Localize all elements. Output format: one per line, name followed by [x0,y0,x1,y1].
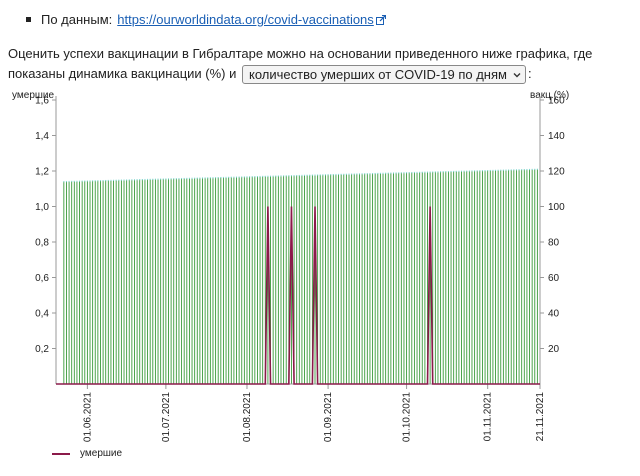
x-tick-label: 01.08.2021 [242,392,253,442]
right-tick-label: 140 [548,131,565,142]
x-tick-label: 01.06.2021 [82,392,93,442]
deaths-series-line [56,206,540,385]
left-tick-label: 1,2 [35,167,49,178]
x-tick-label: 01.10.2021 [402,392,413,442]
external-link-icon[interactable] [375,14,386,25]
left-axis-label: умершие [12,90,54,101]
bullet-icon [26,17,31,22]
right-tick-label: 40 [548,309,560,320]
left-tick-label: 1,4 [35,131,49,142]
left-tick-label: 0,8 [35,238,49,249]
right-tick-label: 100 [548,202,565,213]
source-link[interactable]: https://ourworldindata.org/covid-vaccina… [117,12,374,27]
x-tick-label: 01.11.2021 [483,392,494,442]
legend-label-deaths: умершие [80,448,123,459]
vaccination-deaths-chart: умершие вакц.(%) 0,2 0,4 0,6 0,8 1,0 1,2 1,4 1,… [12,90,569,443]
metric-select-value: количество умерших от COVID-19 по дням [249,66,507,82]
legend-swatch-deaths [52,452,70,455]
left-tick-label: 0,6 [35,273,49,284]
chevron-down-icon [513,72,521,78]
right-tick-label: 80 [548,238,560,249]
metric-select[interactable]: количество умерших от COVID-19 по дням [242,65,526,85]
source-line: По данным: https://ourworldindata.org/co… [26,12,386,27]
description-colon: : [527,66,532,81]
left-tick-label: 0,4 [35,309,49,320]
left-tick-label: 0,2 [35,344,49,355]
left-tick-label: 1,0 [35,202,49,213]
source-label: По данным: [41,12,113,27]
x-tick-label: 21.11.2021 [535,392,546,442]
right-axis-label: вакц.(%) [530,90,569,101]
right-tick-label: 60 [548,273,560,284]
legend: умершие [52,448,122,459]
right-tick-label: 20 [548,344,560,355]
x-tick-label: 01.07.2021 [161,392,172,442]
description-paragraph: Оценить успехи вакцинации в Гибралтаре м… [8,44,636,85]
plot-area: 0,2 0,4 0,6 0,8 1,0 1,2 1,4 1,6 20 40 60 80 100 120 14… [35,96,565,443]
description-text: Оценить успехи вакцинации в Гибралтаре м… [8,46,593,81]
right-tick-label: 120 [548,167,565,178]
right-tick-label: 160 [548,96,565,107]
x-tick-label: 01.09.2021 [323,392,334,442]
left-tick-label: 1,6 [35,96,49,107]
